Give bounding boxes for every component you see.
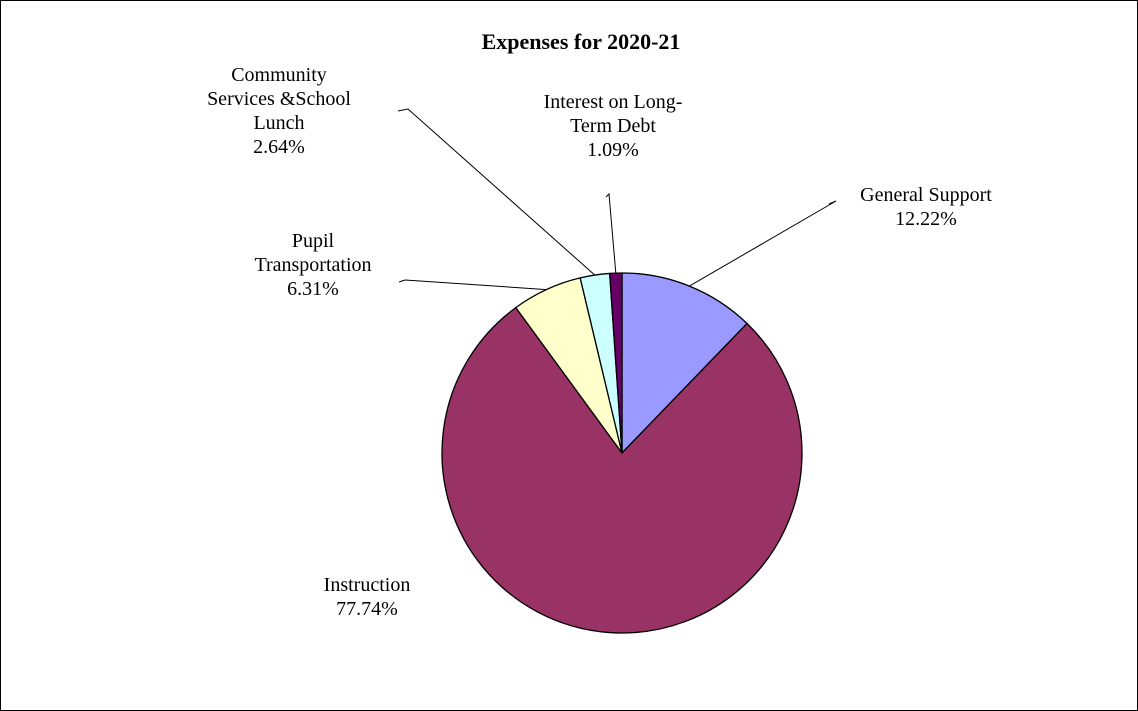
pie-slice-general-support [621,272,748,455]
pie-slice-interest-on-long-term-debt [608,272,623,454]
leader-line [605,192,617,274]
slice-labels: General Support 12.22% Instruction 77.74% Pu… [207,64,992,620]
slice-label: Community Services &School Lunch 2.64% [207,64,351,158]
pie-slices [441,272,803,634]
chart-title: Expenses for 2020-21 [482,29,681,54]
leader-line [398,279,547,291]
slice-label: Pupil Transportation 6.31% [254,230,371,300]
slice-label: General Support 12.22% [860,184,992,230]
leader-line [689,200,837,287]
leader-line [397,108,596,276]
pie-slice-instruction [441,306,803,634]
label-leader-lines [397,108,837,291]
slice-label: Instruction 77.74% [324,574,411,620]
slice-label: Interest on Long-Term Debt 1.09% [544,91,683,161]
